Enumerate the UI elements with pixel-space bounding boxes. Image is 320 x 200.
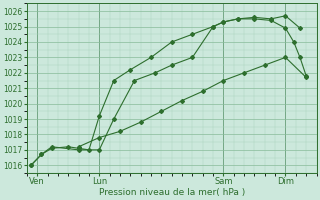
X-axis label: Pression niveau de la mer( hPa ): Pression niveau de la mer( hPa ) (99, 188, 245, 197)
